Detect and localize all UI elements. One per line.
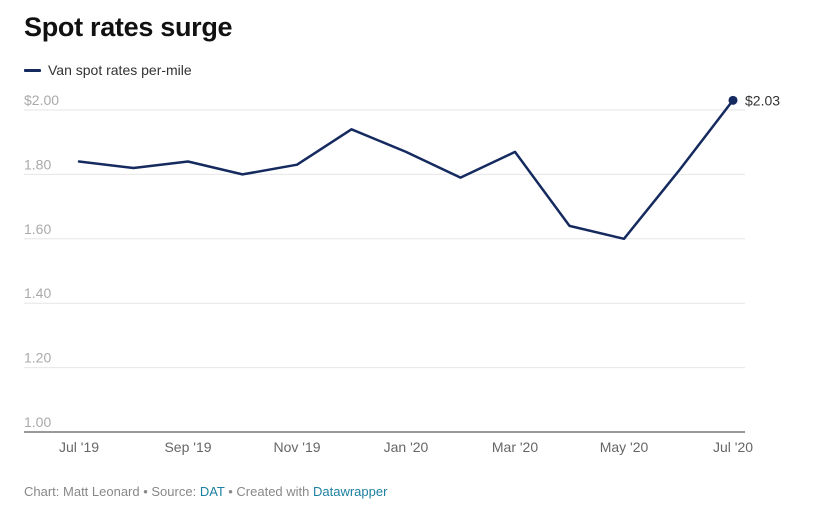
last-value-label: $2.03 bbox=[745, 92, 780, 108]
chart-footer: Chart: Matt Leonard • Source: DAT • Crea… bbox=[24, 484, 387, 499]
source-link[interactable]: DAT bbox=[199, 484, 225, 499]
legend-label: Van spot rates per-mile bbox=[48, 62, 192, 78]
y-tick-label: 1.00 bbox=[24, 414, 51, 430]
datawrapper-link[interactable]: Datawrapper bbox=[313, 484, 388, 499]
last-value-point bbox=[728, 95, 738, 105]
x-tick-label: Jan '20 bbox=[384, 439, 429, 455]
y-tick-label: 1.20 bbox=[24, 350, 51, 366]
x-tick-label: Nov '19 bbox=[273, 439, 320, 455]
y-tick-label: 1.80 bbox=[24, 156, 51, 172]
chart-legend: Van spot rates per-mile bbox=[24, 62, 192, 78]
footer-credit: Chart: Matt Leonard • Source: bbox=[24, 484, 200, 499]
legend-swatch bbox=[24, 68, 41, 72]
y-tick-label: 1.40 bbox=[24, 285, 51, 301]
x-tick-label: May '20 bbox=[600, 439, 649, 455]
footer-created: • Created with bbox=[224, 484, 313, 499]
y-tick-label: $2.00 bbox=[24, 92, 59, 108]
series-line bbox=[77, 99, 735, 241]
x-tick-label: Jul '19 bbox=[59, 439, 99, 455]
chart-title: Spot rates surge bbox=[24, 12, 233, 42]
x-tick-label: Jul '20 bbox=[713, 439, 753, 455]
x-tick-label: Mar '20 bbox=[492, 439, 538, 455]
y-tick-label: 1.60 bbox=[24, 221, 51, 237]
x-tick-label: Sep '19 bbox=[164, 439, 211, 455]
